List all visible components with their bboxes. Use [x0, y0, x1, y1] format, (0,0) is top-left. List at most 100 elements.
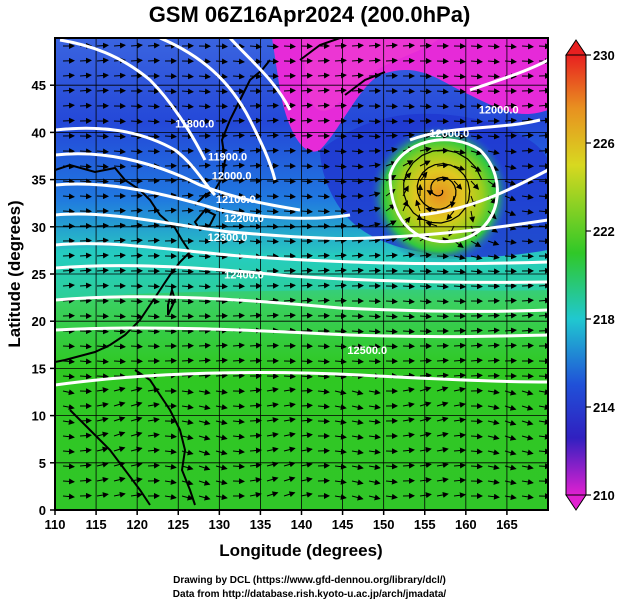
wind-arrow [232, 312, 245, 319]
cyclone-spiral [403, 149, 483, 224]
wind-arrow [147, 432, 160, 439]
wind-arrow [385, 236, 398, 243]
wind-arrow [521, 58, 534, 65]
wind-arrow [266, 238, 279, 245]
wind-arrow [334, 404, 347, 411]
wind-arrow [62, 102, 75, 109]
contour-label: 12000.0 [430, 128, 470, 140]
wind-arrow [504, 238, 517, 245]
wind-arrow [147, 133, 160, 140]
wind-arrow [62, 252, 75, 259]
wind-arrow [300, 223, 313, 230]
wind-arrow [215, 162, 228, 169]
wind-arrow [266, 132, 279, 139]
x-tick-label: 135 [250, 517, 272, 532]
wind-arrow [436, 357, 449, 364]
wind-arrow [130, 401, 143, 408]
wind-arrow [266, 102, 279, 109]
contour-label: 12000.0 [479, 105, 519, 117]
wind-arrow [113, 252, 126, 259]
wind-arrow [436, 401, 449, 408]
wind-arrow [249, 208, 262, 215]
wind-arrow [96, 178, 109, 185]
wind-arrow [113, 401, 126, 408]
wind-arrow [436, 446, 449, 453]
wind-arrow [79, 282, 92, 289]
wind-arrow [504, 494, 517, 501]
wind-arrow [147, 402, 160, 408]
wind-arrow [215, 253, 228, 260]
wind-arrow [96, 446, 109, 453]
wind-arrow [334, 148, 347, 155]
wind-arrow [113, 461, 126, 468]
wind-arrow [147, 462, 160, 469]
wind-arrow [538, 312, 548, 319]
wind-arrow [79, 87, 92, 94]
wind-arrow [385, 103, 398, 110]
wind-arrow [538, 208, 548, 215]
wind-arrow [351, 449, 364, 455]
wind-arrow [334, 178, 347, 185]
wind-arrow [96, 492, 109, 499]
wind-arrow [538, 102, 548, 109]
wind-arrow [232, 223, 245, 230]
y-tick-label: 40 [32, 125, 46, 140]
wind-arrow [504, 434, 517, 441]
wind-arrow [334, 389, 347, 396]
wind-arrow [351, 464, 364, 471]
wind-arrow [198, 73, 211, 80]
wind-arrow [283, 132, 296, 139]
wind-arrow [470, 372, 483, 379]
wind-arrow [198, 298, 211, 305]
wind-arrow [147, 283, 160, 290]
wind-arrow [198, 253, 211, 260]
wind-arrow [470, 133, 483, 140]
wind-arrow [198, 434, 211, 441]
wind-arrow [215, 357, 228, 364]
wind-arrow [283, 208, 296, 215]
wind-arrow [96, 431, 109, 438]
wind-arrow [351, 389, 364, 396]
wind-arrow [419, 103, 432, 110]
wind-arrow [181, 464, 194, 471]
wind-arrow [470, 418, 483, 425]
wind-arrow [96, 237, 109, 244]
wind-arrow [266, 312, 279, 319]
wind-arrow [283, 312, 296, 319]
wind-arrow [453, 165, 466, 171]
wind-arrow [130, 163, 143, 170]
wind-arrow [351, 434, 364, 440]
wind-arrow [351, 237, 364, 244]
wind-arrow [147, 42, 160, 49]
wind-arrow [487, 404, 500, 411]
wind-arrow [419, 88, 432, 95]
wind-arrow [419, 146, 432, 153]
wind-arrow [283, 431, 296, 438]
wind-arrow [453, 372, 466, 379]
wind-arrow [96, 252, 109, 259]
wind-arrow [453, 88, 466, 95]
wind-arrow [521, 43, 534, 50]
wind-arrow [351, 222, 364, 229]
x-tick-label: 160 [455, 517, 477, 532]
wind-arrow [130, 446, 143, 453]
wind-arrow [62, 178, 75, 185]
colorbar-tick-label: 218 [593, 312, 615, 327]
wind-arrow [351, 42, 364, 49]
wind-arrow [164, 448, 177, 455]
wind-arrow [317, 297, 330, 304]
wind-arrow [419, 372, 432, 379]
wind-arrow [402, 401, 415, 408]
wind-arrow [334, 478, 347, 485]
wind-arrow [198, 479, 211, 486]
wind-arrow [266, 386, 279, 393]
contour-label: 11900.0 [208, 152, 247, 164]
wind-arrow [96, 42, 109, 49]
wind-arrow [198, 389, 211, 396]
wind-arrow [232, 463, 245, 470]
wind-arrow [453, 432, 466, 439]
wind-arrow [181, 207, 194, 214]
wind-arrow [385, 42, 398, 49]
wind-arrow [62, 297, 75, 304]
